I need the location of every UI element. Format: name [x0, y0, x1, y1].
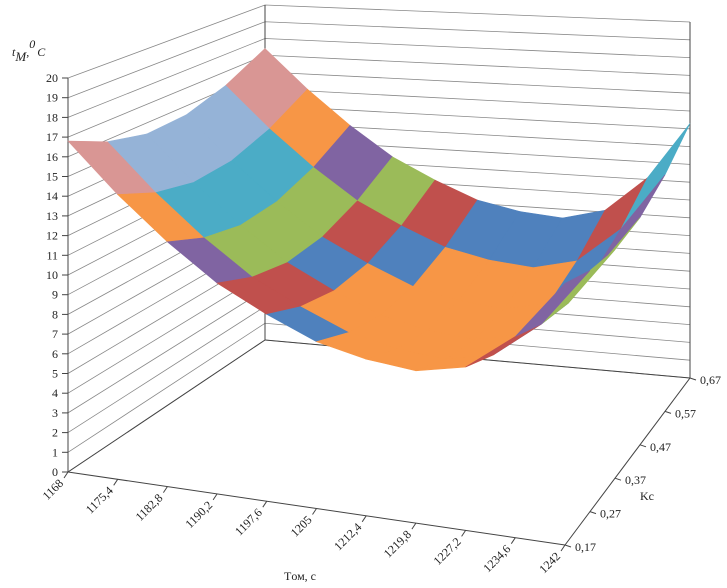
z-label-sub: M	[14, 49, 27, 64]
y-axis-label: Kc	[640, 489, 654, 503]
x-tick-label: 1227,2	[430, 535, 463, 568]
z-tick-label: 19	[46, 91, 58, 105]
grid-line	[67, 21, 691, 99]
x-tick	[212, 493, 218, 501]
z-tick-label: 8	[52, 307, 58, 321]
x-tick	[411, 522, 417, 530]
surface-cell	[620, 123, 691, 230]
x-tick-label: 1242	[536, 549, 563, 576]
x-tick	[312, 508, 317, 515]
z-tick-label: 14	[46, 189, 58, 203]
x-tick	[361, 515, 367, 523]
z-tick-label: 15	[46, 170, 58, 184]
x-tick	[113, 479, 119, 486]
z-tick-label: 4	[52, 386, 58, 400]
surface-cell	[515, 270, 591, 337]
z-tick-label: 10	[46, 268, 58, 282]
x-tick-label: 1190,2	[182, 498, 215, 531]
z-tick-label: 3	[52, 406, 58, 420]
y-tick-label: 0,57	[675, 406, 696, 420]
y-tick-label: 0,67	[700, 373, 721, 387]
z-label-sup: 0	[29, 37, 35, 51]
x-tick-label: 1205	[288, 513, 315, 540]
z-tick-label: 7	[52, 327, 58, 341]
x-tick-label: 1212,4	[331, 520, 364, 553]
y-tick	[639, 444, 647, 448]
z-tick-label: 0	[52, 465, 58, 479]
y-tick-label: 0,17	[575, 540, 596, 554]
z-label-base: t	[12, 45, 16, 59]
z-tick-label: 17	[46, 130, 58, 144]
axis-edge	[67, 339, 266, 473]
x-tick	[262, 500, 268, 508]
x-tick-label: 1182,8	[133, 491, 166, 524]
y-tick	[564, 544, 572, 548]
z-tick-label: 1	[52, 445, 58, 459]
z-tick-label: 5	[52, 367, 58, 381]
grid-line	[67, 54, 691, 138]
z-label-sep: ,	[26, 45, 29, 59]
axis-edge	[564, 377, 691, 546]
z-tick-label: 2	[52, 426, 58, 440]
z-tick-label: 18	[46, 110, 58, 124]
x-tick-label: 1219,8	[381, 527, 414, 560]
x-tick-label: 1234,6	[480, 542, 513, 575]
x-tick	[510, 537, 516, 544]
y-tick	[664, 410, 672, 414]
z-tick-label: 6	[52, 347, 58, 361]
z-tick-label: 16	[46, 150, 58, 164]
x-tick	[461, 530, 467, 537]
z-axis-label: tM,0C	[12, 37, 46, 64]
z-tick-label: 12	[46, 229, 58, 243]
x-tick	[560, 544, 566, 552]
y-tick	[614, 477, 622, 481]
y-tick-label: 0,27	[600, 507, 621, 521]
z-tick-label: 20	[46, 71, 58, 85]
y-tick	[689, 377, 697, 381]
z-tick-label: 9	[52, 288, 58, 302]
x-tick	[63, 471, 69, 479]
x-axis-label: Tом, с	[284, 569, 316, 583]
z-label-unit: C	[37, 45, 46, 59]
y-tick-label: 0,37	[625, 473, 646, 487]
grid-line	[67, 4, 691, 79]
z-tick-label: 13	[46, 209, 58, 223]
x-tick-label: 1197,6	[232, 505, 265, 538]
x-tick-label: 1168	[40, 476, 67, 503]
x-tick-label: 1175,4	[83, 484, 116, 517]
y-tick-label: 0,47	[650, 440, 671, 454]
z-tick-label: 11	[46, 248, 58, 262]
x-tick	[162, 486, 168, 493]
y-tick	[589, 511, 597, 515]
